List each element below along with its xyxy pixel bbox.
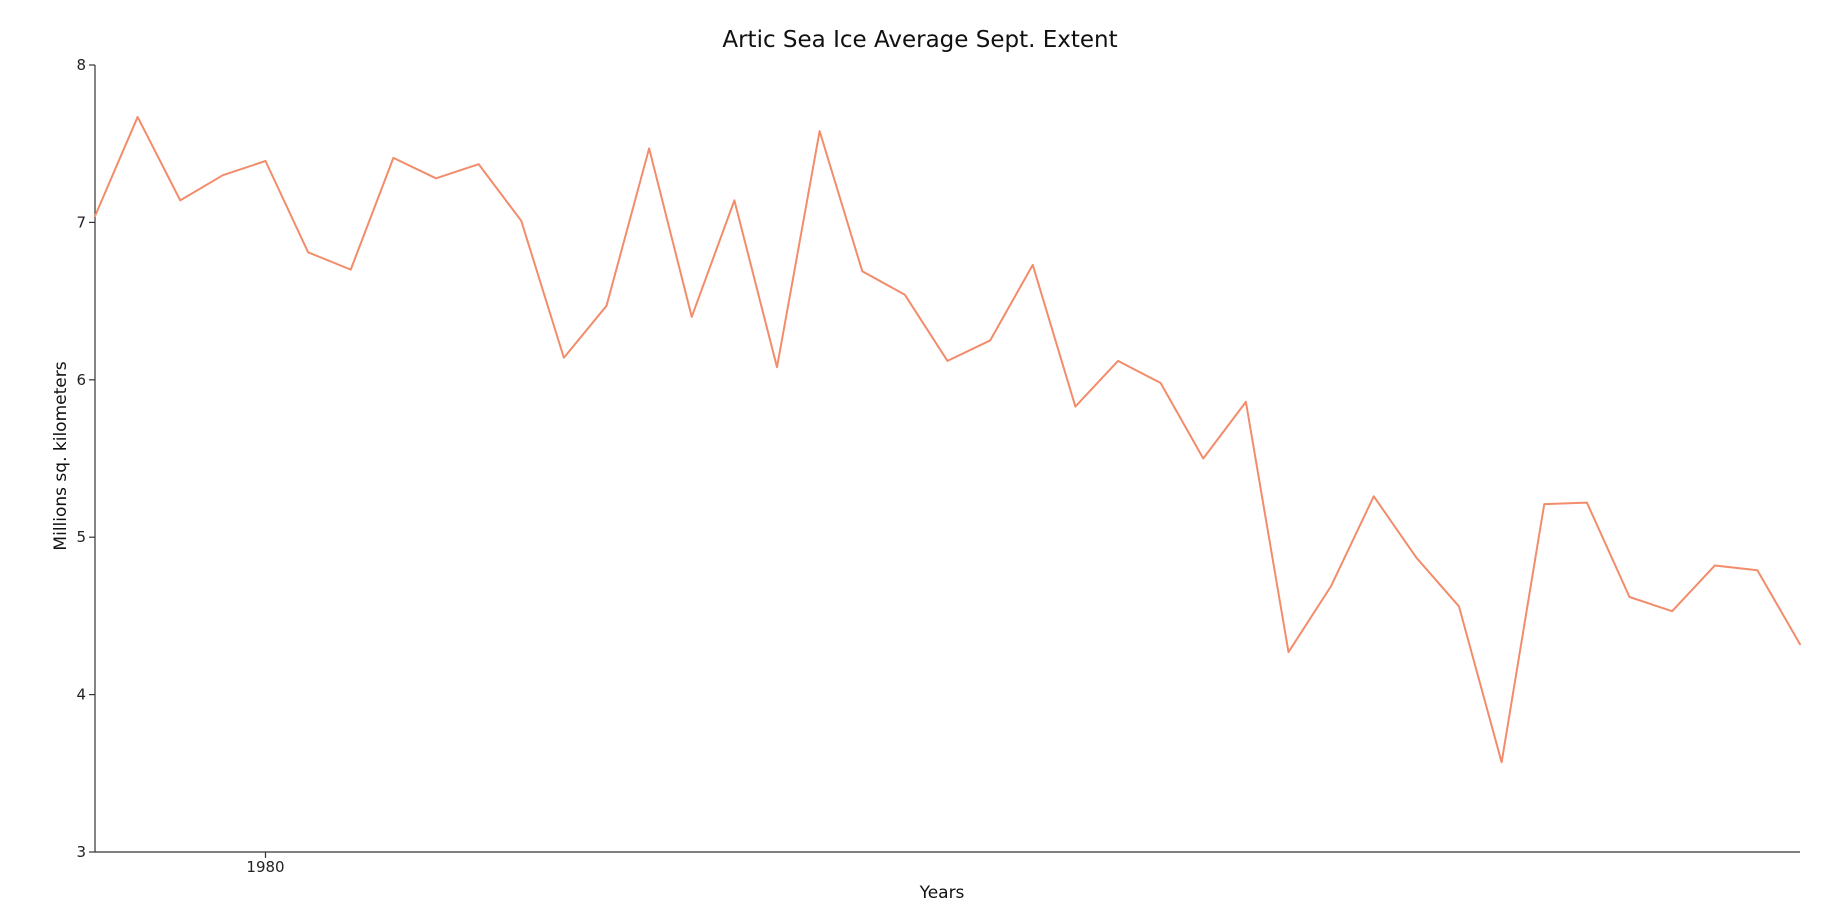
y-tick-label: 3 bbox=[76, 843, 86, 861]
x-axis-label: Years bbox=[919, 883, 965, 903]
y-tick-label: 4 bbox=[76, 686, 86, 704]
y-ticks: 3 4 5 6 7 8 bbox=[76, 56, 95, 861]
y-axis-label: Millions sq. kilometers bbox=[51, 361, 71, 550]
chart-title: Artic Sea Ice Average Sept. Extent bbox=[722, 27, 1117, 53]
y-tick-label: 5 bbox=[76, 528, 86, 546]
series-line bbox=[94, 115, 1801, 764]
x-tick-label: 1980 bbox=[246, 858, 284, 876]
y-tick-label: 8 bbox=[76, 56, 86, 74]
y-tick-label: 7 bbox=[76, 213, 86, 231]
axes bbox=[94, 65, 1800, 853]
x-ticks: 1980 bbox=[246, 852, 285, 876]
y-tick-label: 6 bbox=[76, 371, 86, 389]
